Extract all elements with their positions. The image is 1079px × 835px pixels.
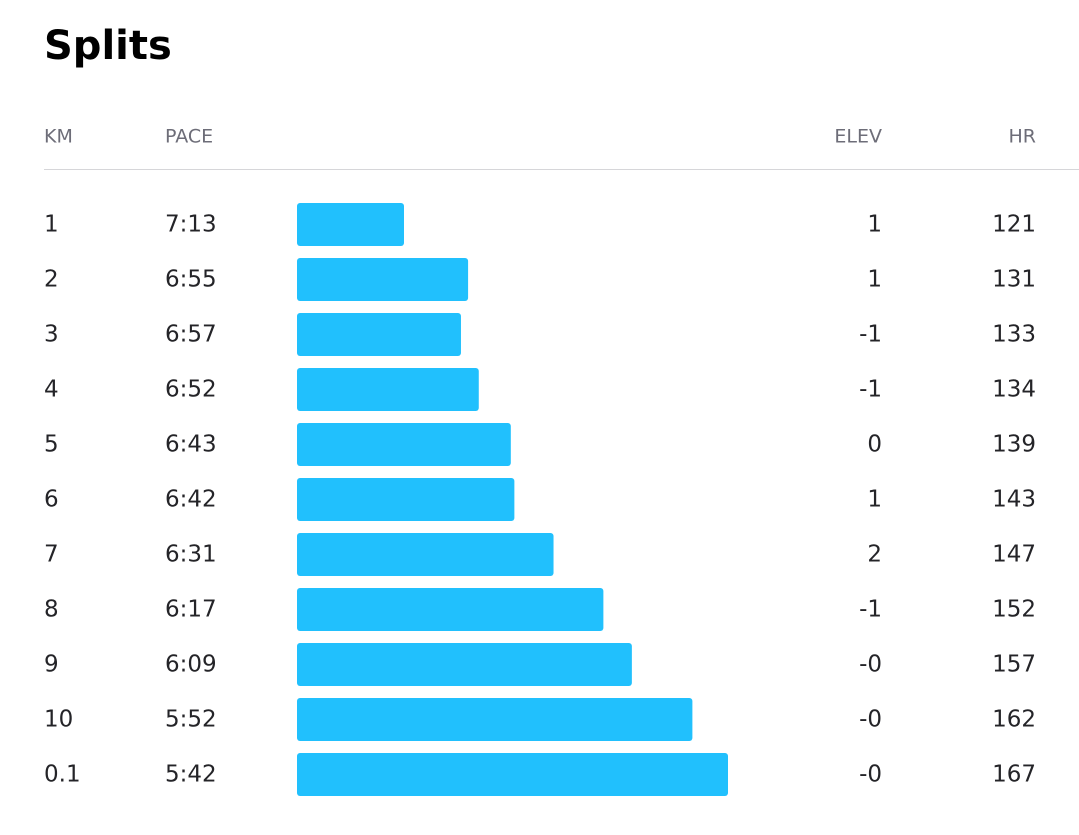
elev-cell: -1	[859, 377, 882, 403]
pace-cell: 6:09	[165, 652, 217, 678]
pace-bar	[297, 643, 632, 686]
hr-cell: 162	[992, 707, 1036, 733]
elev-cell: 0	[867, 432, 882, 458]
pace-bar	[297, 258, 469, 301]
hr-cell: 121	[992, 212, 1036, 238]
km-cell: 3	[44, 322, 59, 348]
hr-cell: 147	[992, 542, 1036, 568]
km-cell: 8	[44, 597, 59, 623]
elev-cell: -1	[859, 322, 882, 348]
elev-cell: -0	[859, 707, 882, 733]
pace-cell: 7:13	[165, 212, 217, 238]
pace-bar	[297, 588, 604, 631]
elev-cell: -0	[859, 652, 882, 678]
km-cell: 0.1	[44, 762, 81, 788]
km-cell: 4	[44, 377, 59, 403]
pace-bar	[297, 478, 515, 521]
km-cell: 9	[44, 652, 59, 678]
hr-cell: 157	[992, 652, 1036, 678]
elev-cell: 1	[867, 267, 882, 293]
elev-cell: 2	[867, 542, 882, 568]
pace-bar	[297, 698, 693, 741]
hr-cell: 131	[992, 267, 1036, 293]
km-cell: 10	[44, 707, 73, 733]
column-header: KM	[44, 126, 73, 148]
km-cell: 6	[44, 487, 59, 513]
elev-cell: 1	[867, 212, 882, 238]
title: Splits	[44, 23, 172, 69]
elev-cell: -0	[859, 762, 882, 788]
pace-cell: 5:42	[165, 762, 217, 788]
hr-cell: 134	[992, 377, 1036, 403]
pace-cell: 6:43	[165, 432, 217, 458]
pace-bar	[297, 753, 728, 796]
pace-cell: 6:31	[165, 542, 217, 568]
column-header: HR	[1009, 126, 1037, 148]
hr-cell: 133	[992, 322, 1036, 348]
hr-cell: 152	[992, 597, 1036, 623]
pace-cell: 6:52	[165, 377, 217, 403]
hr-cell: 143	[992, 487, 1036, 513]
elev-cell: -1	[859, 597, 882, 623]
pace-cell: 6:42	[165, 487, 217, 513]
pace-bar	[297, 313, 461, 356]
km-cell: 2	[44, 267, 59, 293]
pace-bar	[297, 203, 404, 246]
pace-cell: 6:55	[165, 267, 217, 293]
pace-bar	[297, 423, 511, 466]
hr-cell: 139	[992, 432, 1036, 458]
km-cell: 7	[44, 542, 59, 568]
km-cell: 5	[44, 432, 59, 458]
column-header: ELEV	[834, 126, 882, 148]
pace-bar	[297, 533, 554, 576]
km-cell: 1	[44, 212, 59, 238]
pace-bar	[297, 368, 479, 411]
hr-cell: 167	[992, 762, 1036, 788]
pace-cell: 6:57	[165, 322, 217, 348]
pace-cell: 6:17	[165, 597, 217, 623]
elev-cell: 1	[867, 487, 882, 513]
column-header: PACE	[165, 126, 213, 148]
pace-cell: 5:52	[165, 707, 217, 733]
